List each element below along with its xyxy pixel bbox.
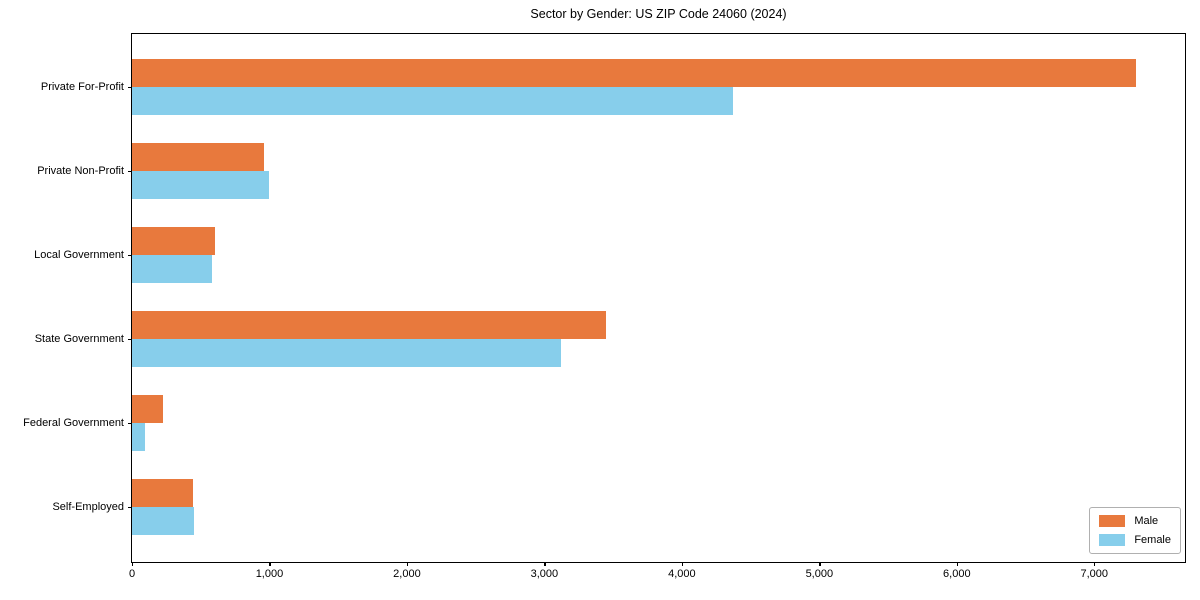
- x-axis-tick: [1094, 562, 1096, 566]
- legend-label: Male: [1134, 515, 1159, 527]
- legend-label: Female: [1134, 534, 1171, 546]
- x-axis-tick: [132, 562, 134, 566]
- x-axis-tick: [406, 562, 409, 566]
- x-axis-tick-label: 5,000: [805, 568, 834, 580]
- y-axis-tick: [128, 254, 132, 256]
- bar-male-self-employed: [132, 479, 194, 507]
- y-axis-category-label: Private Non-Profit: [37, 165, 124, 177]
- y-axis-tick: [128, 170, 132, 172]
- bar-female-private-for-profit: [132, 87, 733, 115]
- x-axis-tick-label: 6,000: [943, 568, 971, 580]
- bar-female-self-employed: [132, 507, 194, 535]
- x-axis-tick-label: 1,000: [255, 568, 284, 580]
- chart-title: Sector by Gender: US ZIP Code 24060 (202…: [530, 7, 787, 21]
- x-axis-tick: [269, 562, 271, 566]
- bar-male-local-government: [132, 227, 216, 255]
- y-axis-category-label: State Government: [34, 333, 124, 345]
- legend-swatch-male: [1099, 515, 1126, 527]
- y-axis-tick: [128, 338, 132, 340]
- plot-area: 0 1,000 2,000 3,000 4,000 5,000 6,000 7,000 Priv…: [23, 33, 1186, 580]
- y-axis-tick: [128, 422, 132, 424]
- y-axis-tick: [128, 506, 132, 508]
- x-axis-tick: [681, 562, 684, 566]
- x-axis-tick-label: 7,000: [1080, 568, 1109, 580]
- x-axis-tick: [956, 562, 958, 566]
- bar-male-federal-government: [132, 395, 163, 423]
- bar-female-local-government: [132, 255, 213, 283]
- bar-female-private-non-profit: [132, 171, 270, 199]
- x-axis-tick-label: 3,000: [530, 568, 559, 580]
- legend-item-male: Male: [1099, 515, 1171, 527]
- x-axis-tick-label: 0: [128, 568, 136, 580]
- bar-male-private-for-profit: [132, 59, 1136, 87]
- legend-item-female: Female: [1099, 534, 1171, 546]
- bar-female-state-government: [132, 339, 561, 367]
- bar-male-state-government: [132, 311, 606, 339]
- x-axis-tick: [544, 562, 546, 566]
- y-axis-category-label: Federal Government: [23, 417, 124, 429]
- x-axis-tick-label: 4,000: [668, 568, 696, 580]
- x-axis-tick: [819, 562, 821, 566]
- y-axis-category-label: Private For-Profit: [40, 81, 124, 93]
- legend-swatch-female: [1099, 534, 1126, 546]
- y-axis-category-label: Local Government: [34, 249, 124, 261]
- bar-female-federal-government: [132, 423, 146, 451]
- y-axis-category-label: Self-Employed: [52, 501, 124, 513]
- bar-male-private-non-profit: [132, 143, 264, 171]
- x-axis-tick-label: 2,000: [393, 568, 421, 580]
- y-axis-tick: [128, 86, 132, 88]
- legend: Male Female: [1089, 507, 1181, 554]
